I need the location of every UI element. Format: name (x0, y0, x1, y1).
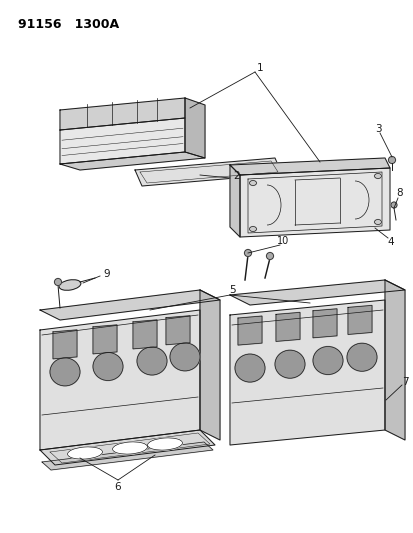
Polygon shape (240, 168, 389, 237)
Polygon shape (42, 442, 212, 470)
Text: 91156   1300A: 91156 1300A (18, 18, 119, 31)
Polygon shape (135, 158, 281, 186)
Polygon shape (60, 152, 204, 170)
Text: 10: 10 (276, 236, 288, 246)
Ellipse shape (312, 346, 342, 375)
Ellipse shape (235, 354, 264, 382)
Polygon shape (166, 316, 190, 345)
Polygon shape (230, 280, 404, 305)
Ellipse shape (387, 157, 394, 164)
Polygon shape (60, 118, 185, 164)
Text: 9: 9 (103, 269, 110, 279)
Ellipse shape (50, 358, 80, 386)
Text: 7: 7 (401, 377, 407, 387)
Ellipse shape (112, 442, 147, 454)
Polygon shape (40, 290, 219, 320)
Polygon shape (185, 98, 204, 158)
Polygon shape (40, 310, 199, 450)
Text: 2: 2 (233, 171, 240, 181)
Polygon shape (230, 300, 384, 445)
Ellipse shape (374, 220, 380, 224)
Ellipse shape (147, 438, 182, 450)
Ellipse shape (67, 447, 102, 459)
Ellipse shape (170, 343, 199, 371)
Ellipse shape (390, 202, 396, 208)
Polygon shape (237, 316, 261, 345)
Polygon shape (40, 430, 214, 465)
Ellipse shape (244, 249, 251, 256)
Ellipse shape (274, 350, 304, 378)
Ellipse shape (93, 352, 123, 381)
Polygon shape (133, 320, 157, 349)
Ellipse shape (374, 174, 380, 179)
Polygon shape (230, 158, 389, 175)
Ellipse shape (249, 181, 256, 185)
Ellipse shape (59, 280, 81, 290)
Text: 3: 3 (374, 124, 380, 134)
Text: 8: 8 (396, 188, 402, 198)
Ellipse shape (266, 253, 273, 260)
Text: 5: 5 (229, 285, 236, 295)
Text: 1: 1 (256, 63, 263, 73)
Polygon shape (384, 280, 404, 440)
Ellipse shape (137, 347, 166, 375)
Polygon shape (93, 325, 117, 354)
Polygon shape (230, 165, 240, 237)
Polygon shape (347, 305, 371, 334)
Polygon shape (53, 330, 77, 359)
Text: 4: 4 (387, 237, 393, 247)
Polygon shape (60, 98, 185, 130)
Ellipse shape (346, 343, 376, 371)
Polygon shape (199, 290, 219, 440)
Text: 6: 6 (114, 482, 121, 492)
Ellipse shape (249, 227, 256, 231)
Polygon shape (275, 312, 299, 342)
Ellipse shape (55, 279, 62, 286)
Polygon shape (312, 309, 336, 338)
